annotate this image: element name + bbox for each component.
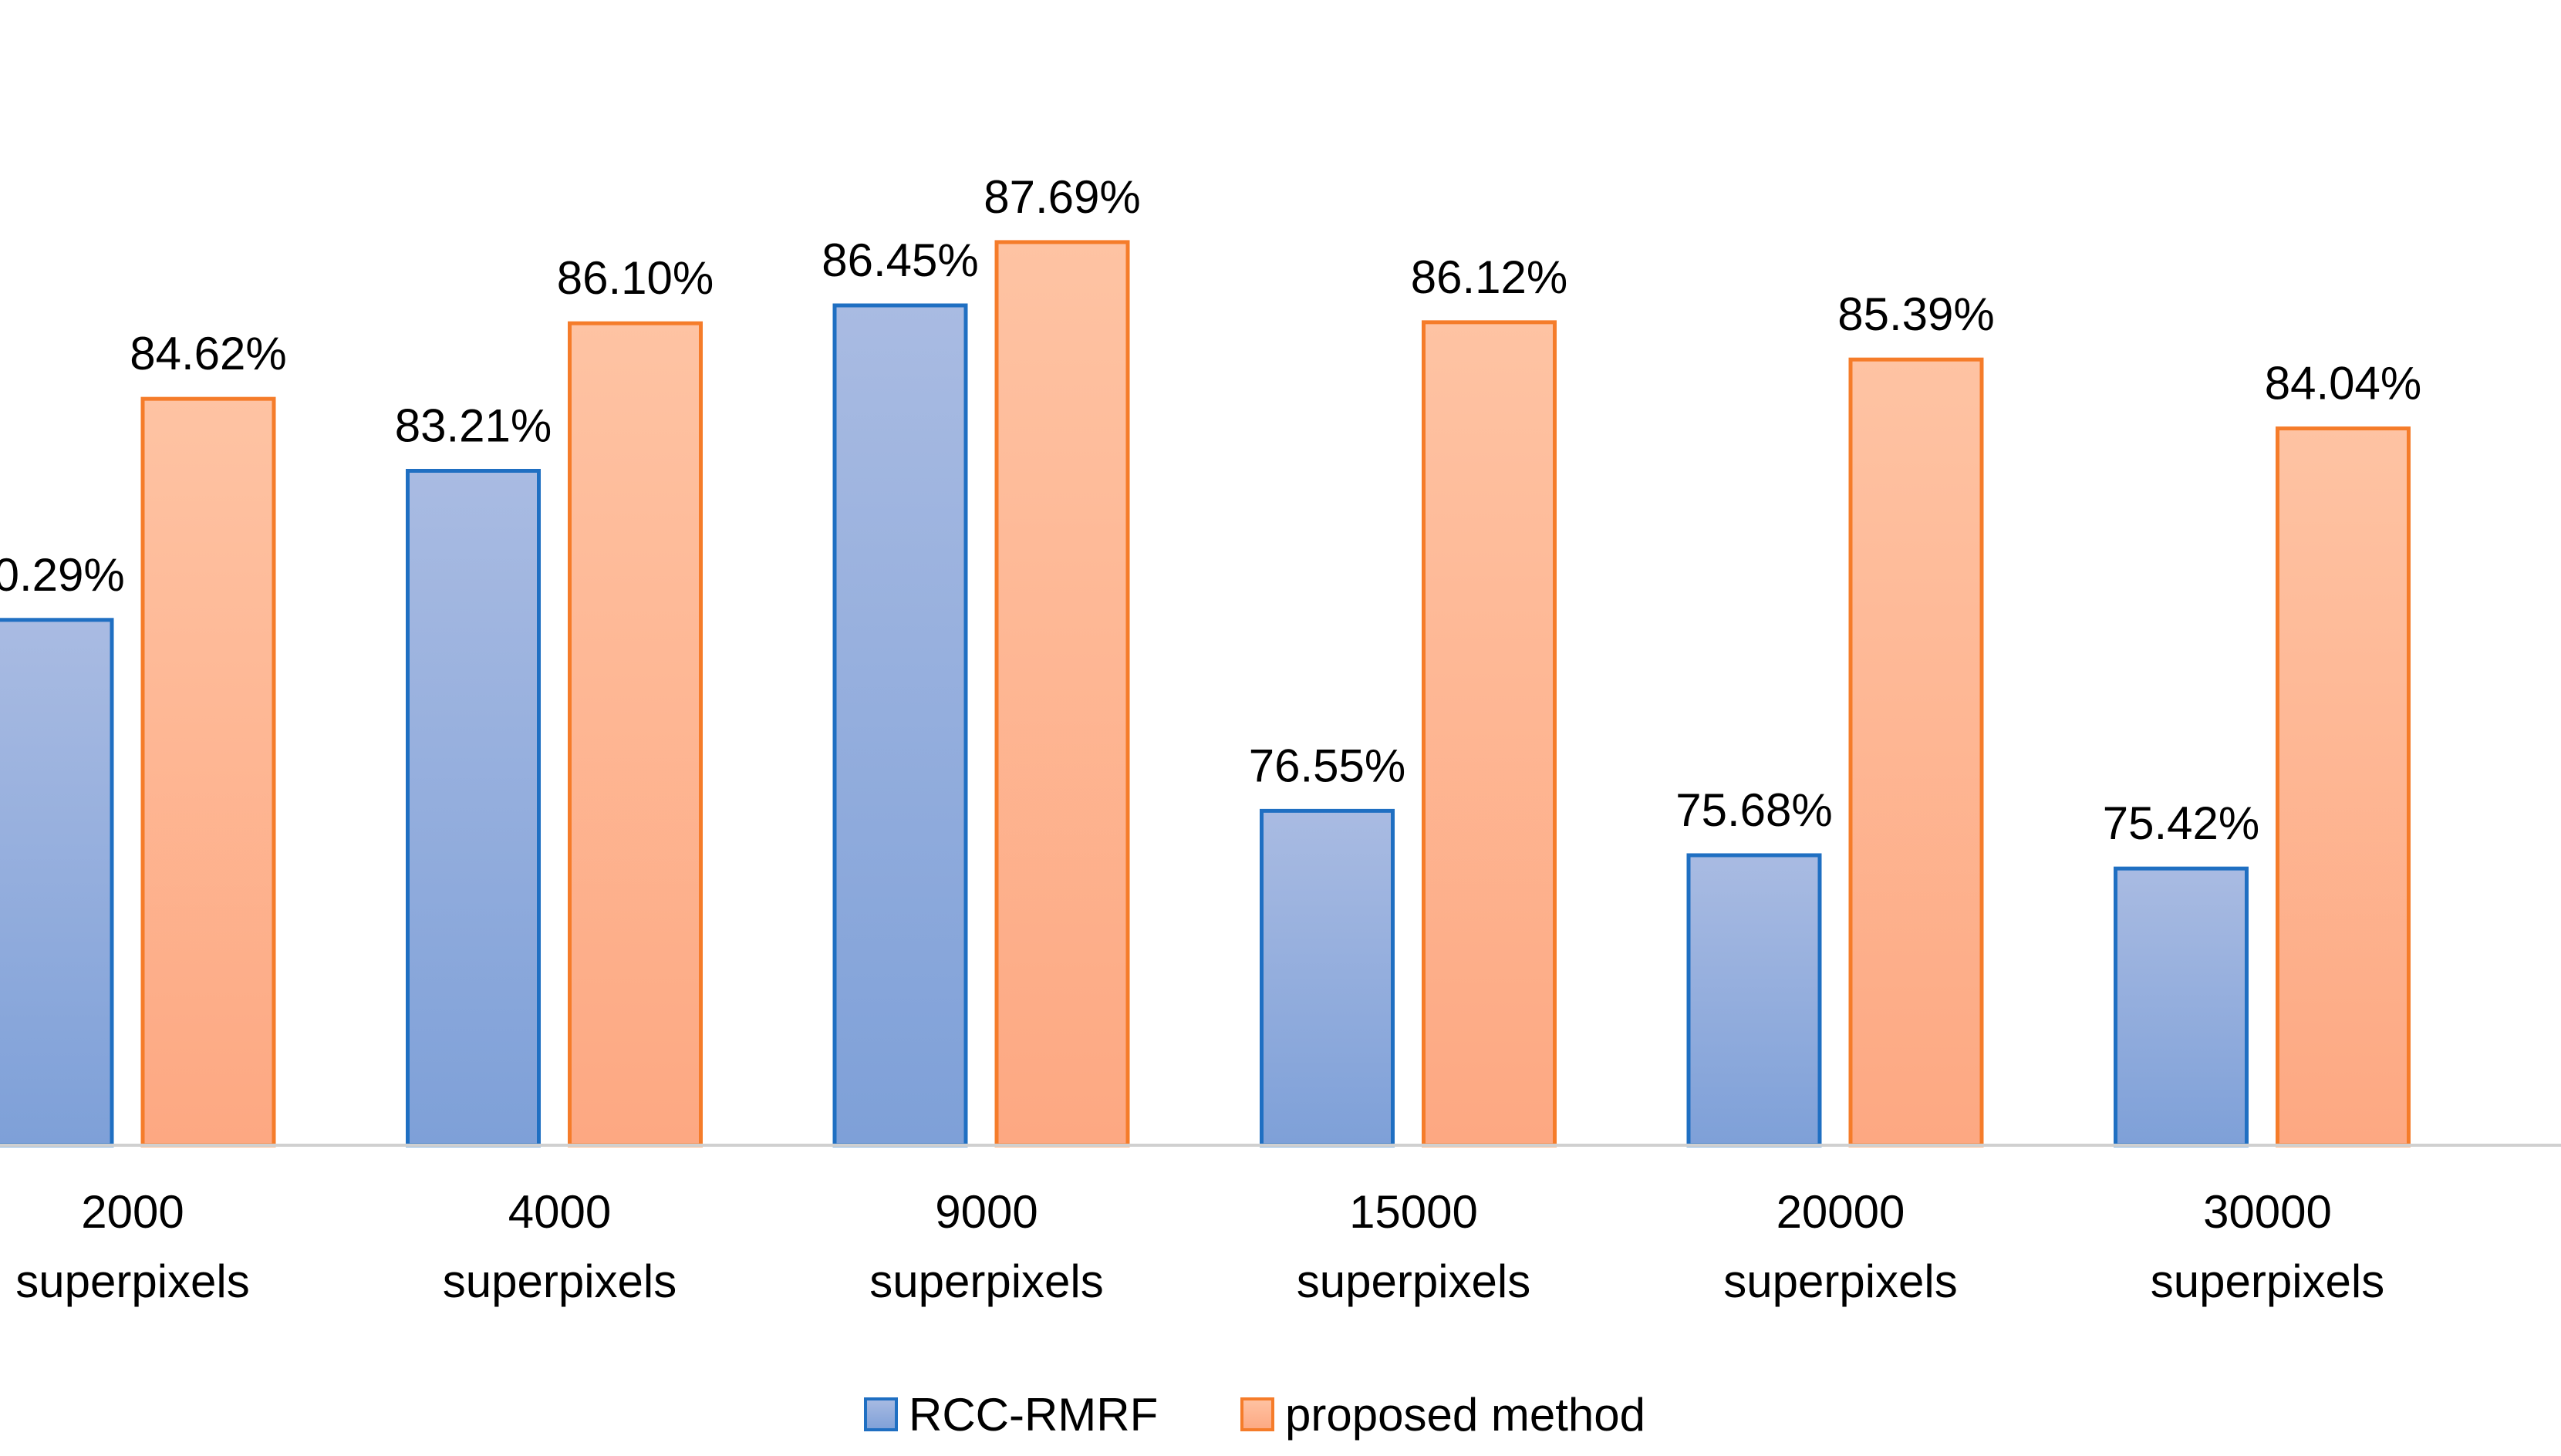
value-label-proposed-6: 84.04% — [2265, 358, 2422, 410]
value-label-proposed-4: 86.12% — [1411, 251, 1568, 303]
x-tick-label-6: 30000 superpixels — [2151, 1186, 2385, 1307]
value-label-rcc-rmrf-4: 76.55% — [1249, 740, 1406, 791]
value-label-rcc-rmrf-3: 86.45% — [822, 234, 979, 286]
bar-proposed-6 — [2276, 426, 2411, 1148]
x-tick-labels: 2000 superpixels 4000 superpixels 9000 superp… — [15, 1186, 2384, 1307]
value-label-proposed-3: 87.69% — [984, 171, 1141, 223]
legend: RCC-RMRF proposed method — [864, 1389, 1645, 1441]
bar-rcc-rmrf-1 — [0, 618, 114, 1148]
value-label-rcc-rmrf-1: 80.29% — [0, 549, 125, 601]
legend-swatch-rcc-rmrf — [864, 1397, 898, 1431]
legend-swatch-proposed — [1240, 1397, 1274, 1431]
value-labels: 80.29% 84.62% 83.21% 86.10% 86.45%87.69% 76.5… — [0, 171, 2421, 849]
bar-proposed-4 — [1422, 320, 1557, 1148]
x-tick-label-4: 15000 superpixels — [1297, 1186, 1531, 1307]
bar-proposed-3 — [994, 240, 1130, 1148]
x-tick-label-2: 4000 superpixels — [443, 1186, 677, 1307]
bar-proposed-1 — [140, 396, 276, 1148]
x-tick-label-3: 9000 superpixels — [869, 1186, 1104, 1307]
bar-proposed-5 — [1848, 357, 1984, 1148]
value-label-rcc-rmrf-5: 75.68% — [1675, 784, 1833, 836]
bar-proposed-2 — [568, 321, 703, 1148]
value-label-proposed-5: 85.39% — [1837, 288, 1995, 340]
x-tick-label-5: 20000 superpixels — [1723, 1186, 1958, 1307]
legend-label-rcc-rmrf: RCC-RMRF — [909, 1389, 1158, 1441]
bars-layer — [0, 240, 2411, 1148]
value-label-rcc-rmrf-2: 83.21% — [395, 399, 552, 451]
value-label-proposed-1: 84.62% — [130, 328, 287, 379]
x-tick-label-1: 2000 superpixels — [15, 1186, 250, 1307]
bar-rcc-rmrf-4 — [1260, 808, 1395, 1148]
bar-rcc-rmrf-5 — [1686, 853, 1822, 1148]
bar-rcc-rmrf-6 — [2114, 866, 2249, 1148]
bar-rcc-rmrf-2 — [406, 468, 541, 1148]
value-label-proposed-2: 86.10% — [557, 252, 714, 304]
bar-rcc-rmrf-3 — [832, 303, 968, 1148]
value-label-rcc-rmrf-6: 75.42% — [2103, 797, 2260, 849]
legend-label-proposed: proposed method — [1285, 1389, 1645, 1441]
